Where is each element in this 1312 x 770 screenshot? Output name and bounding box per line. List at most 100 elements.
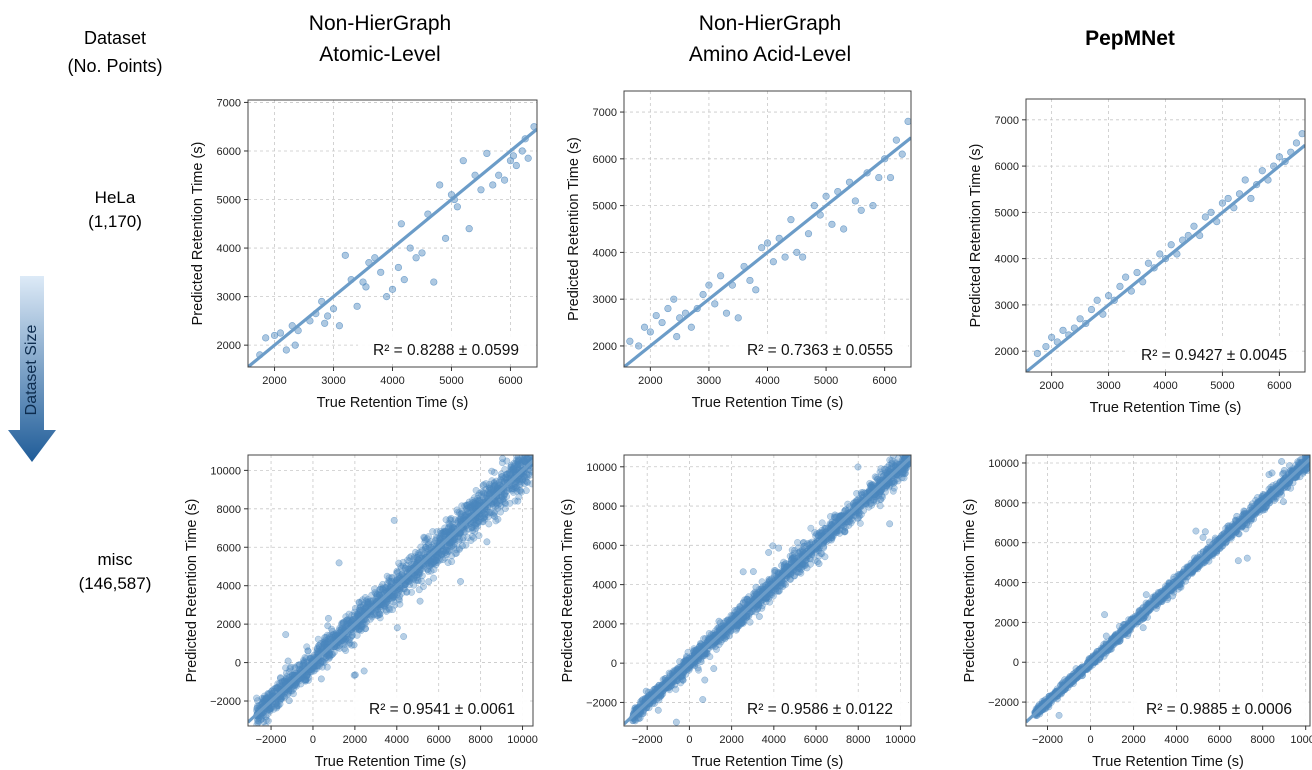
data-point <box>524 455 532 463</box>
x-tick-label: 6000 <box>426 734 450 746</box>
data-point <box>492 517 500 525</box>
x-tick-label: 5000 <box>814 375 838 387</box>
y-tick-label: 2000 <box>217 619 241 631</box>
data-point <box>406 554 414 562</box>
y-tick-label: 7000 <box>593 107 617 119</box>
data-point <box>451 550 459 557</box>
data-point <box>1218 199 1227 207</box>
data-point <box>420 533 428 541</box>
data-point <box>282 664 290 672</box>
data-point <box>1093 296 1101 304</box>
data-point <box>469 499 477 507</box>
data-point <box>406 244 414 252</box>
data-point <box>687 323 695 331</box>
data-point <box>430 574 438 582</box>
data-point <box>362 283 370 291</box>
data-point <box>468 497 476 504</box>
points-group <box>248 123 537 367</box>
data-point <box>524 154 532 162</box>
data-point <box>1144 259 1153 267</box>
col1-title: Non-HierGraph Atomic-Level <box>240 8 520 70</box>
data-point <box>449 537 457 545</box>
data-point <box>1224 194 1232 203</box>
data-point <box>1042 342 1050 351</box>
data-point <box>367 611 375 619</box>
data-point <box>705 281 713 289</box>
data-point <box>875 173 883 182</box>
data-point <box>509 152 518 160</box>
data-point <box>340 645 348 653</box>
data-point <box>253 694 261 702</box>
data-point <box>323 663 331 671</box>
data-point <box>441 234 450 242</box>
points-group <box>1026 455 1310 724</box>
data-point <box>393 575 401 583</box>
data-point <box>329 305 338 313</box>
outlier-point <box>400 633 408 640</box>
data-point <box>462 541 470 549</box>
data-point <box>746 276 754 285</box>
x-tick-label: 6000 <box>1267 380 1291 392</box>
data-point <box>465 225 473 233</box>
data-point <box>840 225 848 233</box>
data-point <box>722 309 731 317</box>
r2-annotation-bg <box>732 334 908 364</box>
data-point <box>377 268 385 276</box>
y-tick-label: 3000 <box>217 292 241 304</box>
data-point <box>1122 273 1130 281</box>
data-point <box>410 574 418 582</box>
data-point <box>658 318 666 327</box>
data-point <box>313 644 321 652</box>
data-point <box>904 117 911 126</box>
outlier-point <box>350 641 358 649</box>
data-point <box>1087 305 1096 314</box>
data-point <box>308 668 315 676</box>
data-point <box>518 147 526 155</box>
data-point <box>518 456 526 464</box>
col3-title: PepMNet <box>1085 27 1175 50</box>
r2-annotation-bg <box>358 334 534 364</box>
x-tick-label: 3000 <box>321 375 345 387</box>
data-point <box>339 625 347 633</box>
row-label-hela: HeLa (1,170) <box>50 186 180 234</box>
data-point <box>717 272 725 280</box>
data-point <box>501 491 509 499</box>
data-point <box>432 556 440 564</box>
outlier-point <box>416 597 424 605</box>
data-point <box>781 253 789 261</box>
y-tick-label: 0 <box>235 658 241 670</box>
data-point <box>362 597 370 605</box>
dataset-size-arrow-icon <box>8 276 56 462</box>
col2-title-line2: Amino Acid-Level <box>688 43 852 66</box>
data-point <box>1076 315 1084 323</box>
x-axis-label: True Retention Time (s) <box>315 754 467 770</box>
y-tick-label: 4000 <box>217 243 241 255</box>
data-point <box>383 293 391 301</box>
data-point <box>1201 213 1209 221</box>
y-axis-label: Predicted Retention Time (s) <box>184 499 200 683</box>
data-point <box>274 684 282 692</box>
outlier-point <box>509 469 517 476</box>
data-point <box>334 643 342 651</box>
data-point <box>277 674 284 682</box>
data-point <box>436 181 444 189</box>
x-axis-label: True Retention Time (s) <box>692 395 844 411</box>
data-point <box>787 216 795 224</box>
data-point <box>347 633 355 641</box>
data-point <box>869 202 877 210</box>
y-tick-label: 4000 <box>217 581 241 593</box>
data-point <box>459 157 467 165</box>
y-tick-label: 5000 <box>593 201 617 213</box>
data-point <box>304 647 312 655</box>
data-point <box>491 482 498 490</box>
r2-annotation-bg <box>1126 339 1302 369</box>
data-point <box>258 700 266 708</box>
outlier-point <box>360 667 368 675</box>
data-point <box>1167 241 1175 249</box>
data-point <box>1207 208 1215 216</box>
data-point <box>699 290 707 299</box>
data-point <box>350 612 358 620</box>
